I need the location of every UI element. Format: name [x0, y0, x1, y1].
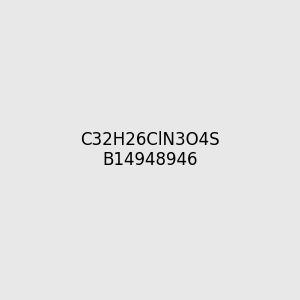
Text: C32H26ClN3O4S
B14948946: C32H26ClN3O4S B14948946 — [80, 130, 220, 170]
